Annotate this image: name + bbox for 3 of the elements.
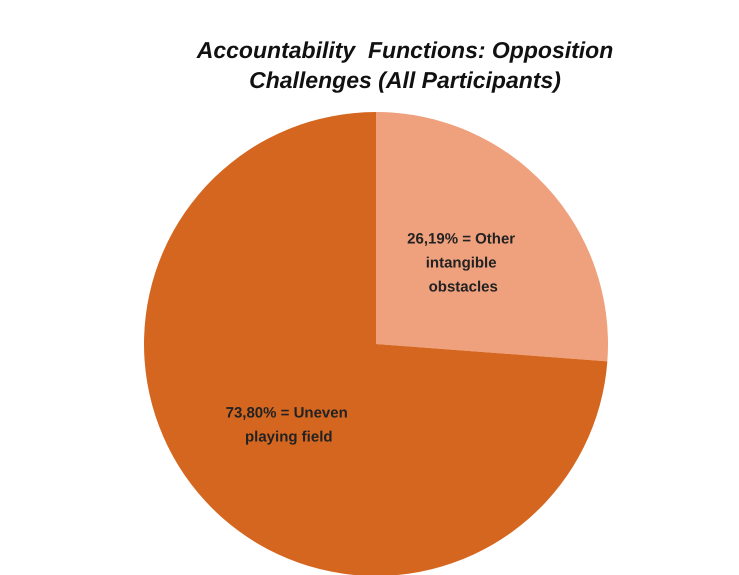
slice-label: 73,80% = Uneven playing field: [226, 404, 352, 446]
slice-label: 26,19% = Other intangible obstacles: [407, 230, 520, 296]
chart-title: Accountability Functions: Opposition Challenges (All Participants): [196, 37, 614, 93]
